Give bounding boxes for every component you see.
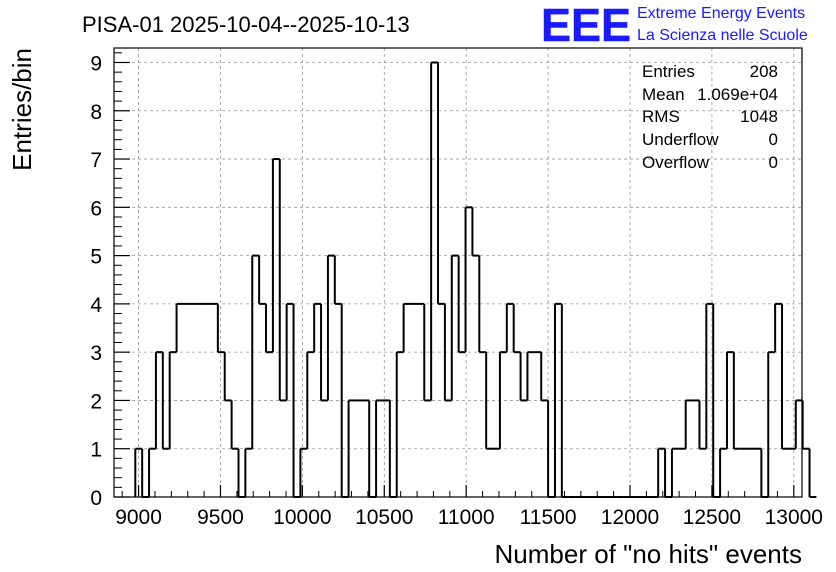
- stat-entries-value: 208: [750, 62, 778, 81]
- stat-entries-label: Entries: [642, 62, 695, 81]
- y-tick-label: 3: [90, 342, 102, 365]
- y-tick-label: 2: [90, 390, 102, 413]
- y-axis-label: Entries/bin: [7, 48, 37, 171]
- x-tick-label: 9500: [197, 506, 244, 529]
- x-tick-label: 11500: [520, 506, 577, 529]
- stat-overflow-value: 0: [769, 153, 778, 172]
- stat-mean-value: 1.069e+04: [697, 85, 778, 104]
- x-axis: 9000 9500 10000 10500 11000 11500 12000 12500 13…: [115, 485, 823, 529]
- x-tick-label: 10000: [273, 506, 331, 529]
- y-tick-label: 1: [90, 439, 102, 462]
- plot-frame: [113, 47, 803, 498]
- x-tick-label: 10500: [355, 506, 413, 529]
- logo-line-2: La Scienza nelle Scuole: [637, 27, 808, 44]
- y-axis: 0 1 2 3 4 5 6 7 8 9: [90, 52, 130, 510]
- x-tick-label: 12500: [683, 506, 741, 529]
- x-tick-label: 11000: [438, 506, 495, 529]
- stat-underflow-label: Underflow: [642, 130, 719, 149]
- stat-rms-label: RMS: [642, 107, 680, 126]
- x-tick-label: 12000: [601, 506, 659, 529]
- stat-underflow-value: 0: [769, 130, 778, 149]
- y-tick-label: 8: [90, 101, 102, 124]
- y-tick-label: 9: [90, 52, 102, 75]
- x-axis-label: Number of "no hits" events: [495, 539, 803, 569]
- stat-mean-label: Mean: [642, 85, 685, 104]
- y-tick-label: 5: [90, 246, 102, 269]
- chart-title: PISA-01 2025-10-04--2025-10-13: [82, 12, 410, 37]
- logo-mark: EEE: [541, 0, 631, 51]
- histogram-bars: [134, 61, 817, 498]
- y-tick-label: 7: [90, 149, 102, 172]
- y-tick-label: 0: [90, 487, 102, 510]
- y-tick-label: 4: [90, 294, 102, 317]
- x-tick-label: 13000: [765, 506, 823, 529]
- eee-logo: EEE Extreme Energy Events La Scienza nel…: [541, 0, 808, 51]
- stats-box: Entries 208 Mean 1.069e+04 RMS 1048 Unde…: [642, 62, 778, 172]
- stat-overflow-label: Overflow: [642, 153, 710, 172]
- logo-line-1: Extreme Energy Events: [637, 5, 805, 22]
- x-tick-label: 9000: [115, 506, 162, 529]
- stat-rms-value: 1048: [740, 107, 778, 126]
- y-tick-label: 6: [90, 197, 102, 220]
